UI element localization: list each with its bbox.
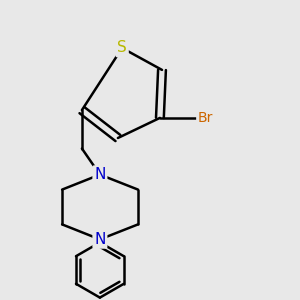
Text: N: N [94, 167, 106, 182]
Text: S: S [117, 40, 127, 56]
Text: N: N [94, 232, 106, 247]
Text: Br: Br [198, 111, 213, 125]
